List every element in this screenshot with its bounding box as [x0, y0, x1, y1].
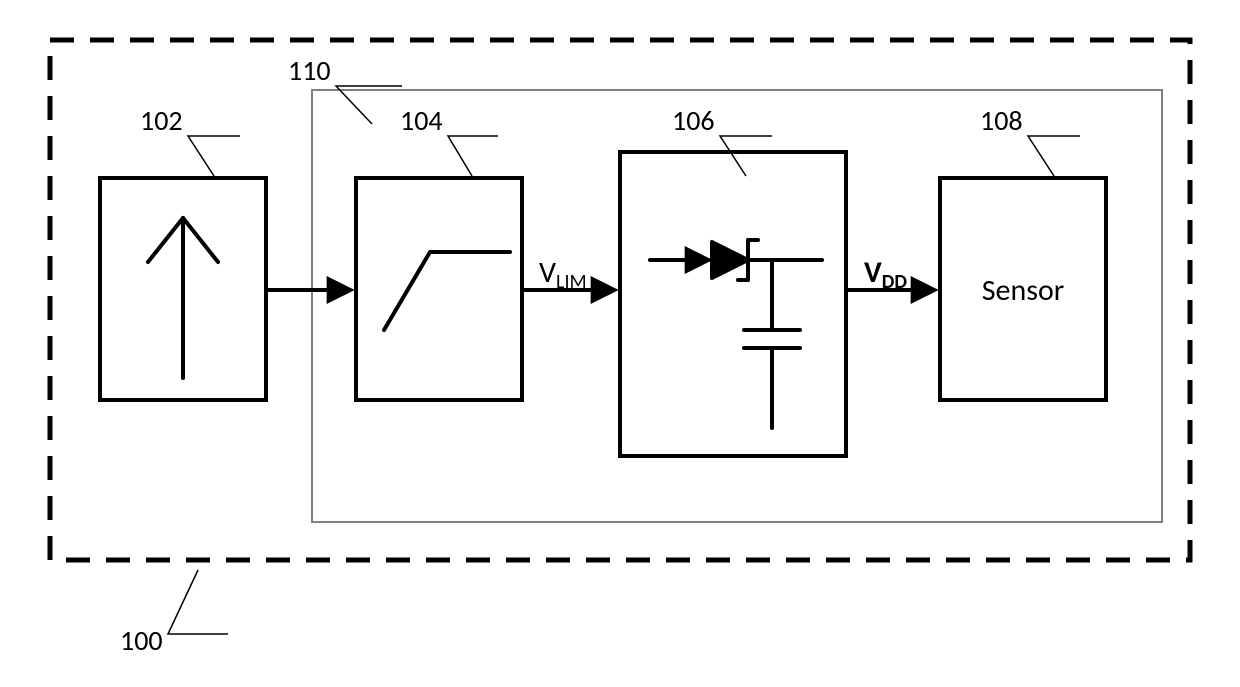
- leader-lines: [168, 86, 1080, 634]
- ref-label-100: 100: [120, 623, 163, 658]
- ref-label-104: 104: [400, 103, 443, 138]
- rectifier-block: [620, 152, 846, 456]
- vdd-label: VDD: [864, 254, 907, 294]
- sensor-label: Sensor: [982, 272, 1065, 309]
- ref-label-108: 108: [980, 103, 1023, 138]
- limiter-curve-icon: [384, 252, 510, 330]
- ref-label-110: 110: [288, 53, 331, 88]
- ref-label-106: 106: [672, 103, 715, 138]
- block-diagram: Sensor VLIM VDD 100 102 104 106 108 110: [0, 0, 1240, 687]
- vlim-label: VLIM: [539, 254, 587, 294]
- rectifier-icon: [650, 240, 822, 428]
- limiter-block: [356, 178, 522, 400]
- ref-label-102: 102: [140, 103, 183, 138]
- antenna-icon: [148, 218, 218, 378]
